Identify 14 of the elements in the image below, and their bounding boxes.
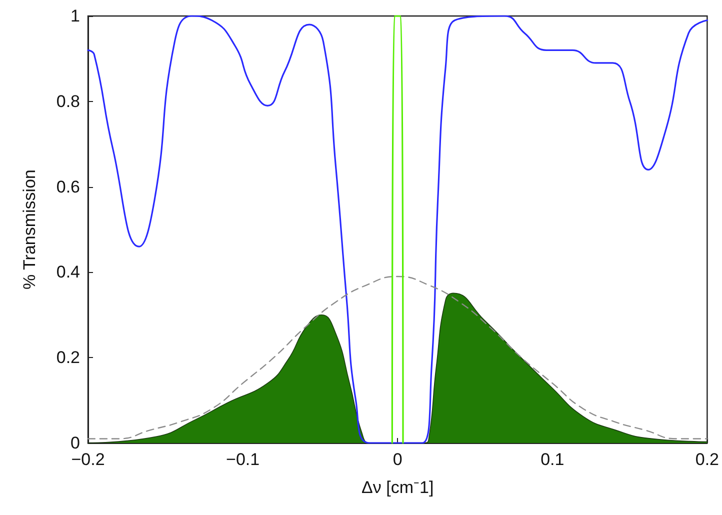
y-tick-label: 0.2	[56, 348, 80, 368]
y-tick-label: 0.4	[56, 262, 80, 282]
y-tick-label: 1	[70, 6, 80, 26]
x-tick-label: −0.2	[71, 450, 105, 469]
x-tick-label: 0	[392, 450, 402, 469]
line-series	[87, 15, 708, 444]
y-tick-label: 0.8	[56, 92, 80, 111]
y-tick-label: 0	[70, 434, 80, 452]
x-tick-label: 0.2	[695, 450, 720, 469]
x-tick-label: 0.1	[540, 450, 564, 469]
x-axis-title: Δν [cm⁻1]	[362, 478, 434, 497]
y-tick-label: 0.6	[56, 177, 80, 196]
y-axis-title: % Transmission	[20, 170, 39, 290]
x-tick-label: −0.1	[226, 450, 260, 469]
